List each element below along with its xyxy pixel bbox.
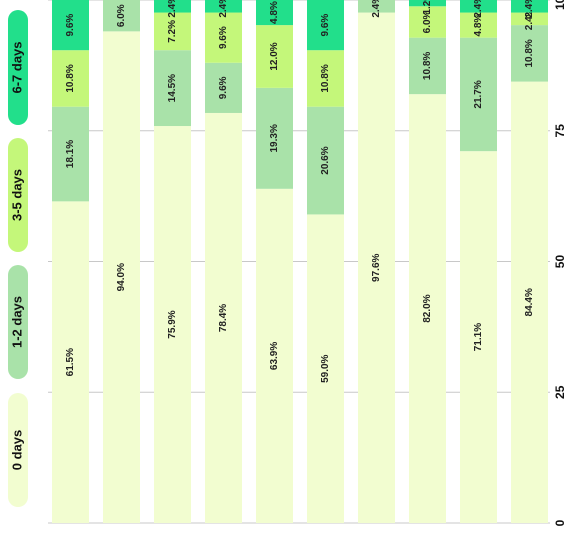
y-tick-label: 75 xyxy=(553,124,567,138)
value-label: 84.4% xyxy=(524,288,535,316)
bar-segment xyxy=(511,0,548,13)
bar-segment xyxy=(409,94,446,523)
bar-segment xyxy=(460,0,497,13)
value-label: 2.4% xyxy=(524,0,535,18)
bar-segment xyxy=(409,37,446,95)
value-label: 78.4% xyxy=(218,304,229,332)
bar-segment xyxy=(154,12,191,51)
bar-segment xyxy=(256,0,293,26)
bar-segment xyxy=(256,87,293,189)
bar-segment xyxy=(307,50,344,107)
bar-segment xyxy=(307,214,344,523)
value-label: 21.7% xyxy=(473,80,484,108)
y-tick-label: 25 xyxy=(553,385,567,399)
value-label: 10.8% xyxy=(422,52,433,80)
value-label: 2.4% xyxy=(167,0,178,18)
bar-segment xyxy=(307,0,344,51)
value-label: 14.5% xyxy=(167,74,178,102)
legend-label: 6-7 days xyxy=(9,41,24,93)
bar-segment xyxy=(409,0,446,7)
legend-swatch xyxy=(8,138,28,252)
value-label: 10.8% xyxy=(320,64,331,92)
value-label: 2.4% xyxy=(371,0,382,18)
bar-segment xyxy=(205,112,242,523)
value-label: 4.8% xyxy=(473,14,484,37)
bar-segment xyxy=(358,12,395,523)
legend-label: 0 days xyxy=(9,430,24,470)
bar-segment xyxy=(52,106,89,202)
bar-segment xyxy=(511,12,548,26)
bar-segment xyxy=(205,12,242,63)
value-label: 10.8% xyxy=(524,39,535,67)
y-tick-label: 50 xyxy=(553,255,567,269)
value-label: 12.0% xyxy=(269,42,280,70)
value-label: 94.0% xyxy=(116,263,127,291)
value-label: 71.1% xyxy=(473,323,484,351)
value-label: 18.1% xyxy=(65,140,76,168)
value-label: 59.0% xyxy=(320,354,331,382)
bar-segment xyxy=(154,50,191,127)
value-label: 2.4% xyxy=(524,7,535,30)
value-label: 2.4% xyxy=(473,0,484,18)
value-label: 82.0% xyxy=(422,294,433,322)
bar-segment xyxy=(103,31,140,523)
value-label: 19.3% xyxy=(269,124,280,152)
bar-segment xyxy=(460,12,497,38)
bar-segment xyxy=(256,188,293,524)
bar-segment xyxy=(154,0,191,13)
bar-segment xyxy=(103,0,140,32)
value-label: 6.0% xyxy=(116,4,127,27)
value-label: 63.9% xyxy=(269,342,280,370)
value-label: 9.6% xyxy=(218,26,229,49)
bar-segment xyxy=(52,50,89,107)
legend-swatch xyxy=(8,393,28,507)
bar-segment xyxy=(205,0,242,13)
legend-swatch xyxy=(8,10,28,125)
bar-segment xyxy=(358,0,395,13)
bar-segment xyxy=(460,151,497,523)
value-label: 2.4% xyxy=(218,0,229,18)
bar-segment xyxy=(52,0,89,51)
value-label: 97.6% xyxy=(371,253,382,281)
value-label: 20.6% xyxy=(320,146,331,174)
value-label: 61.5% xyxy=(65,348,76,376)
value-label: 9.6% xyxy=(320,14,331,37)
value-label: 7.2% xyxy=(167,20,178,43)
value-label: 6.0% xyxy=(422,10,433,33)
value-label: 9.6% xyxy=(218,76,229,99)
value-label: 9.6% xyxy=(65,14,76,37)
y-tick-label: 100 xyxy=(553,0,567,10)
value-label: 1.2% xyxy=(422,0,433,15)
bar-segment xyxy=(154,126,191,523)
bar-segment xyxy=(409,6,446,38)
value-label: 4.8% xyxy=(269,1,280,24)
value-label: 10.8% xyxy=(65,64,76,92)
bar-segment xyxy=(460,37,497,152)
legend-label: 1-2 days xyxy=(9,296,24,348)
legend-swatch xyxy=(8,265,28,379)
bar-segment xyxy=(511,81,548,523)
bar-segment xyxy=(307,106,344,215)
bar-segment xyxy=(511,25,548,82)
bar-segment xyxy=(256,25,293,88)
value-label: 75.9% xyxy=(167,310,178,338)
bar-segment xyxy=(205,62,242,113)
y-tick-label: 0 xyxy=(553,519,567,526)
legend-label: 3-5 days xyxy=(9,169,24,221)
bar-segment xyxy=(52,201,89,524)
